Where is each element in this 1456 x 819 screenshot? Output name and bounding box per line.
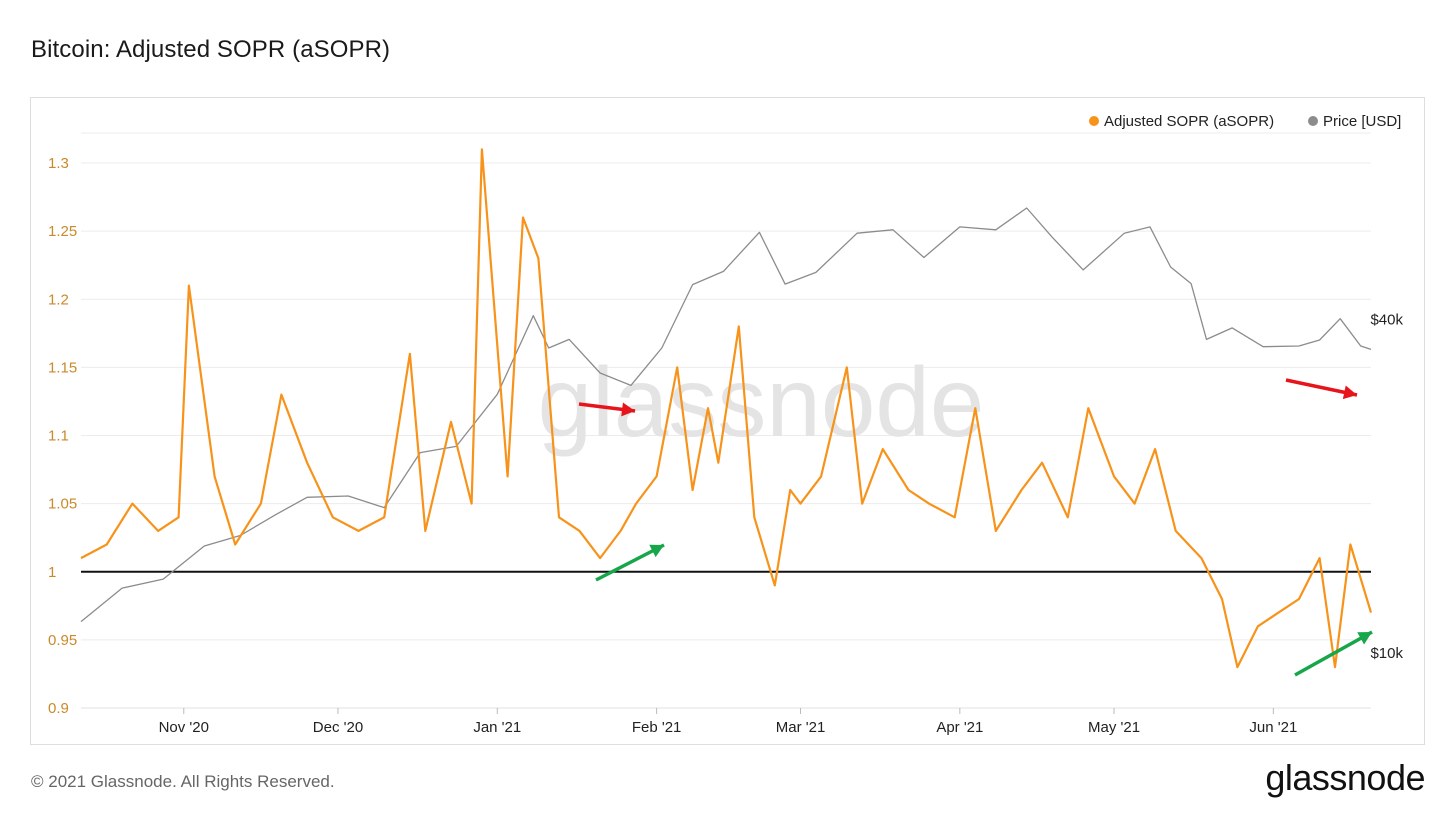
y-tick-label: 1.25 (48, 223, 77, 240)
y-tick-label: 1.1 (48, 428, 69, 445)
x-tick-label: Jan '21 (473, 719, 521, 736)
legend-label-sopr[interactable]: Adjusted SOPR (aSOPR) (1104, 113, 1274, 130)
y-right-tick-label: $10k (1370, 645, 1403, 662)
y-tick-label: 1.05 (48, 496, 77, 513)
legend-marker-price (1308, 116, 1318, 126)
footer-copyright: © 2021 Glassnode. All Rights Reserved. (31, 772, 335, 791)
x-tick-label: Apr '21 (936, 719, 983, 736)
watermark: glassnode (538, 347, 985, 457)
y-tick-label: 0.9 (48, 700, 69, 717)
y-axis-right: $10k $40k (1370, 311, 1403, 662)
series-line-sopr (80, 148, 1373, 669)
annotation-arrows (578, 378, 1373, 677)
green-arrow-left (595, 543, 665, 582)
chart-svg: glassnode 0.90.9511.051.11.151.21.251.3 … (48, 113, 1403, 736)
plot-area (80, 148, 1373, 669)
arrow-head (1342, 385, 1357, 400)
y-right-tick-label: $40k (1370, 311, 1403, 328)
arrow-head (621, 402, 635, 417)
arrow-head (1357, 632, 1372, 645)
arrow-shaft (1294, 630, 1373, 677)
red-arrow-right (1285, 378, 1358, 400)
y-tick-label: 1 (48, 564, 56, 581)
arrow-head (649, 544, 664, 558)
legend[interactable]: Adjusted SOPR (aSOPR) Price [USD] (1089, 113, 1401, 130)
legend-marker-sopr (1089, 116, 1099, 126)
x-tick-label: Jun '21 (1249, 719, 1297, 736)
legend-label-price[interactable]: Price [USD] (1323, 113, 1401, 130)
y-tick-label: 1.15 (48, 359, 77, 376)
x-tick-label: May '21 (1088, 719, 1140, 736)
x-tick-label: Dec '20 (313, 719, 363, 736)
red-arrow-left (578, 402, 636, 417)
series-line-price (80, 207, 1372, 623)
x-axis: Nov '20 Dec '20 Jan '21 Feb '21 Mar '21 Apr '… (81, 707, 1371, 736)
x-tick-label: Mar '21 (776, 719, 826, 736)
y-tick-label: 1.3 (48, 155, 69, 172)
y-tick-label: 0.95 (48, 632, 77, 649)
y-tick-label: 1.2 (48, 291, 69, 308)
x-tick-label: Nov '20 (159, 719, 209, 736)
green-arrow-right (1294, 630, 1373, 677)
x-tick-label: Feb '21 (632, 719, 682, 736)
glassnode-logo: glassnode (1265, 757, 1425, 798)
chart-panel: glassnode 0.9 0.95 1 1.05 1.1 1.15 1.2 1.25 1.3 … (30, 97, 1425, 745)
page-title: Bitcoin: Adjusted SOPR (aSOPR) (31, 36, 391, 63)
y-axis-left: 0.9 0.95 1 1.05 1.1 1.15 1.2 1.25 1.3 (48, 155, 77, 717)
